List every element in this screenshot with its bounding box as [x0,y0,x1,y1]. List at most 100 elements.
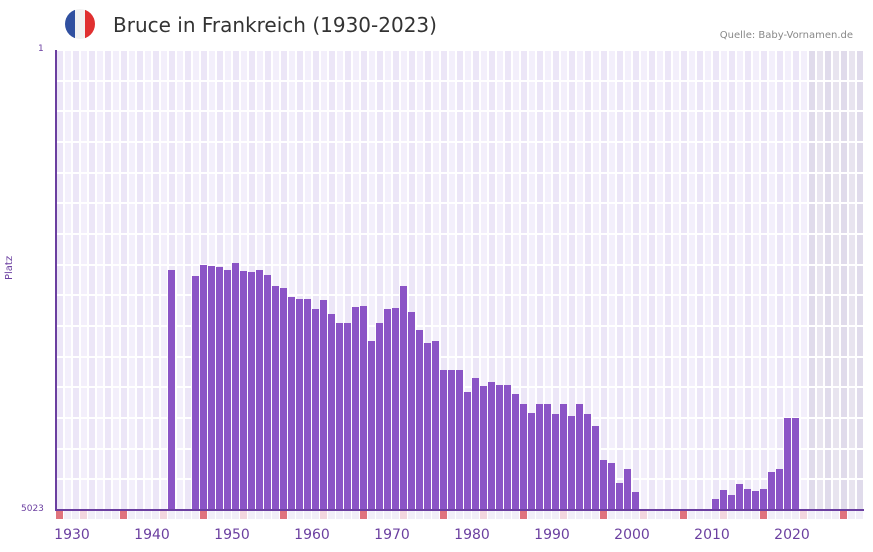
bar-2001[interactable] [624,469,631,510]
grid-cell [481,112,487,141]
bar-1951[interactable] [224,269,231,510]
bar-1973[interactable] [400,286,407,510]
bar-1968[interactable] [360,306,367,510]
bar-1979[interactable] [448,369,455,510]
bar-2020[interactable] [776,469,783,510]
bar-2016[interactable] [744,488,751,510]
grid-cell [753,235,759,264]
bar-1986[interactable] [504,385,511,510]
year-marker [312,511,319,519]
grid-cell [537,51,543,80]
bar-1990[interactable] [536,404,543,510]
grid-cell [769,357,775,387]
grid-cell [857,235,863,264]
bar-1959[interactable] [288,297,295,510]
grid-cell [153,112,159,141]
bar-2017[interactable] [752,491,759,510]
grid-cell [705,235,711,264]
bar-2018[interactable] [760,488,767,510]
grid-cell [73,235,79,264]
grid-cell [849,357,855,387]
bar-1950[interactable] [216,267,223,510]
bar-1985[interactable] [496,385,503,510]
bar-1953[interactable] [240,270,247,510]
bar-1955[interactable] [256,270,263,510]
bar-1989[interactable] [528,412,535,510]
bar-1997[interactable] [592,426,599,510]
bar-1960[interactable] [296,299,303,510]
bar-1984[interactable] [488,382,495,510]
bar-1967[interactable] [352,307,359,510]
bar-1970[interactable] [376,322,383,510]
grid-cell [649,204,655,233]
bar-1982[interactable] [472,377,479,510]
grid-cell [737,204,743,233]
bar-1995[interactable] [576,404,583,510]
bar-1977[interactable] [432,341,439,510]
grid-cell [353,143,359,172]
bar-1957[interactable] [272,286,279,510]
bar-2000[interactable] [616,483,623,510]
grid-cell [377,143,383,172]
bar-1980[interactable] [456,370,463,510]
bar-1961[interactable] [304,299,311,510]
bar-2013[interactable] [720,489,727,510]
grid-cell [585,51,591,80]
bar-1981[interactable] [464,392,471,510]
bar-1963[interactable] [320,299,327,510]
bar-2022[interactable] [792,418,799,510]
bar-1954[interactable] [248,271,255,510]
bar-1999[interactable] [608,463,615,510]
bar-2012[interactable] [712,498,719,510]
grid-cell [129,51,135,80]
bar-1952[interactable] [232,263,239,510]
bar-2019[interactable] [768,472,775,510]
bar-2015[interactable] [736,484,743,510]
grid-cell [641,51,647,80]
bar-1994[interactable] [568,416,575,510]
source-link[interactable]: Quelle: Baby-Vornamen.de [719,30,853,41]
bar-1976[interactable] [424,343,431,510]
bar-1966[interactable] [344,322,351,510]
bar-1987[interactable] [512,394,519,510]
grid-cell [289,173,295,203]
grid-cell [497,51,503,80]
bar-1947[interactable] [192,276,199,510]
bar-2014[interactable] [728,495,735,510]
grid-cell [65,388,71,417]
bar-1978[interactable] [440,369,447,510]
grid-cell [137,327,143,356]
year-marker [440,511,447,519]
bar-1991[interactable] [544,404,551,510]
bar-1971[interactable] [384,309,391,510]
bar-2002[interactable] [632,492,639,510]
bar-1998[interactable] [600,460,607,510]
bar-1993[interactable] [560,404,567,510]
grid-cell [593,357,599,387]
grid-cell [105,419,111,448]
bar-1958[interactable] [280,288,287,510]
grid-cell [785,81,791,111]
bar-1983[interactable] [480,386,487,510]
grid-cell [201,51,207,80]
bar-1988[interactable] [520,404,527,510]
bar-1969[interactable] [368,341,375,510]
bar-1944[interactable] [168,270,175,510]
bar-1974[interactable] [408,311,415,510]
bar-1992[interactable] [552,413,559,510]
bar-1965[interactable] [336,322,343,510]
bar-2021[interactable] [784,418,791,510]
bar-1949[interactable] [208,265,215,510]
grid-cell [833,327,839,356]
bar-1975[interactable] [416,330,423,510]
bar-1956[interactable] [264,275,271,510]
bar-1964[interactable] [328,313,335,510]
bar-1996[interactable] [584,413,591,510]
grid-cell [761,235,767,264]
grid-cell [809,204,815,233]
bar-1948[interactable] [200,265,207,510]
bar-1962[interactable] [312,309,319,510]
grid-cell [329,296,335,325]
grid-cell [673,296,679,325]
bar-1972[interactable] [392,308,399,510]
